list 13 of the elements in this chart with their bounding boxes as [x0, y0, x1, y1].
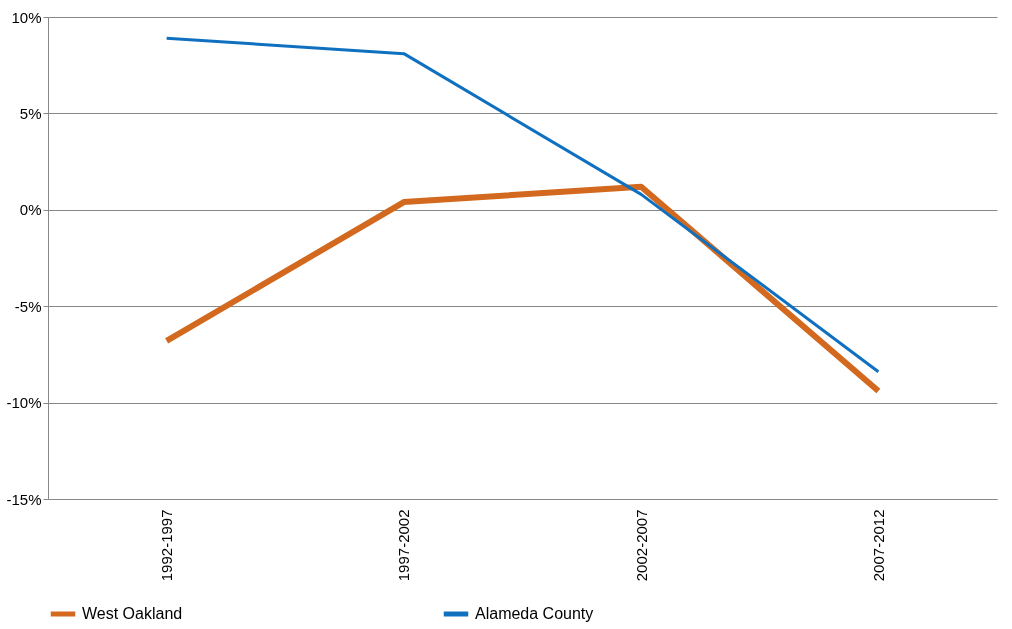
legend-label: Alameda County — [475, 605, 594, 622]
legend-label: West Oakland — [82, 605, 183, 622]
x-tick-label: 1992-1997 — [158, 509, 176, 582]
y-tick-label: 5% — [19, 104, 42, 122]
y-tick-label: -5% — [14, 297, 42, 315]
x-tick-label: 2007-2012 — [869, 509, 887, 582]
y-tick-label: 0% — [19, 201, 42, 219]
line-series — [165, 36, 880, 374]
y-tick-label: -15% — [6, 490, 42, 508]
y-tick-label: 10% — [11, 8, 42, 26]
x-tick-label: 2002-2007 — [632, 509, 650, 582]
y-tick-label: -10% — [6, 394, 42, 412]
x-tick-label: 1997-2002 — [395, 509, 413, 582]
